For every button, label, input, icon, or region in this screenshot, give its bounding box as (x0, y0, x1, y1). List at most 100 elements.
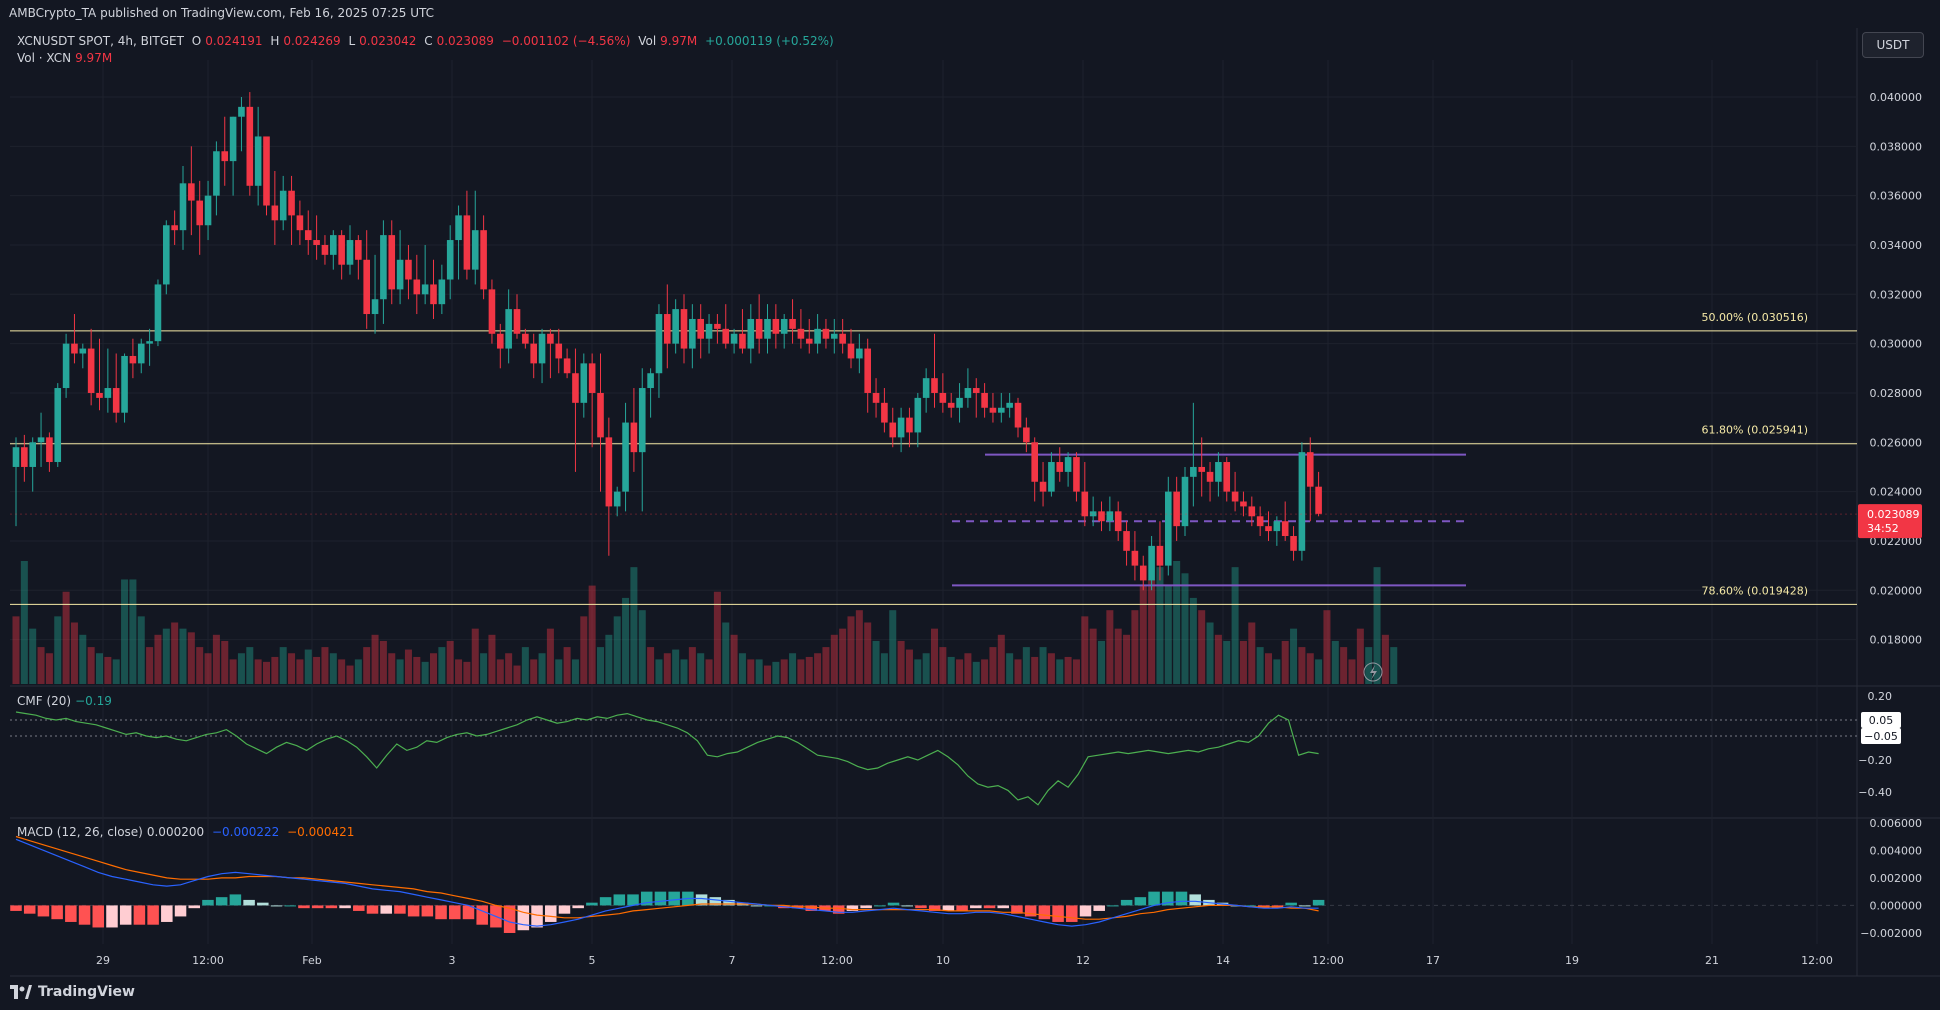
volume-bar (254, 659, 262, 684)
candle-body (238, 106, 245, 117)
cmf-threshold-label: 0.05 (1869, 714, 1894, 727)
symbol-name[interactable]: XCNUSDT SPOT, 4h, BITGET (17, 34, 184, 48)
volume-bar (338, 659, 346, 684)
tradingview-logo[interactable]: TradingView (10, 984, 135, 1000)
volume-bar (1356, 628, 1364, 684)
volume-bar (571, 659, 579, 684)
candle-body (438, 279, 446, 305)
candle-body (563, 358, 571, 374)
macd-histogram-bar (106, 905, 118, 928)
cmf-label[interactable]: CMF (20) (17, 694, 72, 708)
volume-bar (1098, 640, 1105, 684)
candle-body (1215, 462, 1222, 482)
candle-body (730, 333, 738, 344)
candle-body (680, 309, 688, 349)
candle-body (87, 348, 95, 393)
candle-body (146, 341, 153, 344)
candle-body (380, 235, 387, 300)
candle-body (505, 309, 512, 349)
x-tick-label: 19 (1565, 954, 1579, 967)
macd-histogram-bar (435, 905, 447, 920)
volume-bar (555, 659, 563, 684)
volume-bar (597, 647, 604, 684)
volume-bar (672, 649, 680, 684)
candle-body (672, 309, 679, 344)
candle-body (296, 215, 304, 231)
candle-body (1073, 457, 1080, 492)
candle-body (1248, 506, 1256, 517)
candle-body (455, 215, 462, 241)
candle-body (1206, 471, 1214, 482)
volume-bar (263, 661, 270, 684)
volume-bar (162, 628, 170, 684)
macd-histogram-bar (997, 905, 1009, 909)
volume-bar (96, 653, 103, 684)
volume-bar (79, 634, 87, 684)
macd-histogram-bar (544, 905, 557, 922)
macd-histogram-bar (1148, 891, 1160, 906)
candle-body (1039, 481, 1047, 492)
volume-bar (304, 649, 312, 684)
volume-bar (989, 647, 997, 684)
candle-body (513, 309, 521, 334)
candle-body (1048, 462, 1055, 492)
volume-bar (20, 561, 28, 684)
volume-bar (404, 649, 412, 684)
candle-body (931, 378, 938, 393)
macd-label[interactable]: MACD (12, 26, close) (17, 825, 143, 839)
volume-bar (279, 647, 287, 684)
macd-histogram-bar (380, 905, 392, 914)
candle-body (104, 388, 112, 398)
volume-bar (956, 659, 964, 684)
candle-body (1131, 550, 1139, 566)
candle-body (1123, 531, 1130, 551)
candle-body (897, 417, 905, 438)
macd-histogram-bar (874, 905, 886, 907)
macd-histogram-bar (353, 905, 365, 911)
candle-body (605, 437, 613, 507)
candle-body (480, 230, 487, 290)
candle-body (805, 338, 813, 344)
volume-bar (521, 647, 529, 684)
macd-histogram-bar (243, 899, 255, 906)
candle-body (1089, 511, 1097, 517)
volume-bar (1323, 610, 1331, 684)
macd-legend: MACD (12, 26, close) 0.000200 −0.000222 −… (17, 825, 358, 839)
macd-histogram-bar (1299, 905, 1311, 907)
volume-bar (822, 647, 830, 684)
macd-histogram-bar (1052, 905, 1064, 922)
symbol-legend: XCNUSDT SPOT, 4h, BITGET O 0.024191 H 0.02… (17, 34, 838, 48)
macd-histogram-bar (1024, 905, 1037, 917)
candle-body (471, 230, 479, 270)
candle-body (196, 200, 203, 226)
candle-body (1031, 442, 1038, 482)
currency-button[interactable]: USDT (1862, 32, 1924, 58)
x-tick-label: 21 (1705, 954, 1719, 967)
close-label: C (424, 34, 433, 48)
volume-bar (129, 579, 137, 684)
candle-body (421, 284, 429, 295)
volume-bar (563, 647, 571, 684)
y-tick-label: 0.020000 (1870, 584, 1923, 597)
volume-bar (480, 653, 488, 684)
volume-bar (204, 653, 212, 684)
volume-bar (1306, 653, 1314, 684)
volume-bar (246, 647, 254, 684)
candle-body (263, 136, 270, 206)
macd-histogram-bar (915, 905, 927, 909)
macd-histogram-bar (531, 905, 543, 928)
volume-bar (396, 659, 404, 684)
volume-bar (730, 634, 738, 684)
candle-body (279, 190, 287, 221)
macd-histogram-bar (23, 905, 36, 914)
volume-bar (1331, 640, 1339, 684)
volume-bar (229, 659, 237, 684)
candle-body (989, 407, 997, 413)
candle-body (630, 422, 638, 453)
candle-body (906, 417, 913, 433)
macd-histogram-bar (1093, 905, 1105, 911)
volume-bar (288, 653, 296, 684)
volume-indicator-label[interactable]: Vol · XCN (17, 51, 72, 65)
candle-body (739, 333, 746, 349)
